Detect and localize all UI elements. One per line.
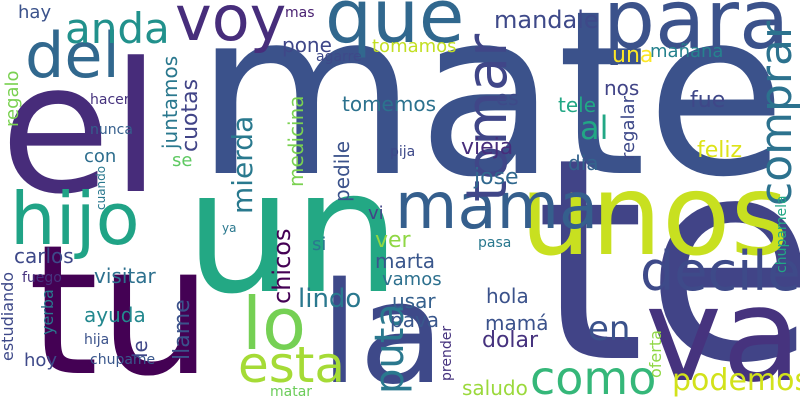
word-te: te (535, 99, 800, 400)
word-podemos: podemos (672, 363, 800, 398)
word-mas: mas (285, 5, 315, 21)
word-chupamela: chupamela (774, 195, 790, 274)
word-prender: prender (439, 325, 455, 381)
word-chupame: chupame (90, 352, 156, 368)
word-lo: lo (242, 282, 307, 366)
word-manana: mañana (650, 41, 724, 62)
word-mate: mate (195, 0, 787, 227)
word-yerba: yerba (38, 288, 57, 335)
word-carlos: carlos (14, 244, 74, 268)
word-jose: jose (474, 165, 519, 190)
word-cuotas: cuotas (178, 78, 203, 152)
word-hacer: hacer (90, 92, 130, 108)
word-chicos: chicos (268, 228, 296, 305)
word-fuego: fuego (22, 270, 62, 286)
word-hola: hola (486, 284, 529, 308)
word-nunca: nunca (90, 122, 133, 138)
word-del: del (25, 19, 120, 92)
word-regalo: regalo (2, 70, 23, 127)
word-con: con (84, 146, 117, 167)
word-marta: marta (375, 249, 436, 273)
word-medicina: medicina (284, 95, 308, 188)
word-dia: dia (568, 151, 599, 175)
word-mandale: mandale (494, 6, 599, 34)
word-mama: mama (395, 170, 599, 244)
word-ver: ver (375, 228, 411, 253)
word-matar: matar (270, 384, 313, 400)
word-una: una (612, 43, 654, 68)
word-tomamos: tomamos (372, 36, 457, 57)
word-juntamos: juntamos (158, 56, 182, 150)
word-mierda: mierda (226, 115, 259, 215)
word-el: el (0, 25, 161, 234)
word-esta: esta (238, 336, 346, 394)
word-anda: anda (65, 4, 170, 53)
word-vi: vi (368, 203, 384, 224)
word-que: que (325, 0, 465, 60)
word-pava: pava (390, 308, 440, 332)
word-en: en (588, 309, 631, 349)
word-ya: ya (222, 221, 237, 235)
word-visitar: visitar (94, 264, 156, 288)
word-dolar: dolar (482, 328, 539, 353)
word-hijo: hijo (10, 177, 140, 261)
word-pone: pone (282, 33, 332, 57)
word-hija: hija (84, 332, 110, 348)
word-regalar: regalar (618, 96, 639, 161)
word-llame: llame (170, 299, 195, 361)
word-comprar: comprar (751, 20, 800, 206)
word-pedile: pedile (330, 141, 354, 203)
word-es: es (496, 86, 519, 110)
word-cuando: cuando (94, 165, 108, 210)
word-oferta: oferta (646, 329, 665, 378)
word-como: como (530, 351, 657, 400)
word-estudiando: estudiando (0, 272, 17, 362)
word-si: si (312, 234, 327, 255)
word-va: va (645, 259, 800, 400)
word-lindo: lindo (298, 284, 362, 314)
word-la: la (320, 253, 445, 400)
word-tele: tele (558, 93, 597, 117)
word-se: se (172, 150, 193, 171)
word-feliz: feliz (697, 138, 743, 163)
word-hoy: hoy (24, 350, 58, 371)
word-pasa: pasa (478, 235, 512, 251)
word-unos: unos (520, 151, 789, 281)
word-tu: tu (28, 207, 213, 400)
word-al: al (580, 109, 609, 147)
word-voy: voy (175, 0, 287, 55)
word-ayuda: ayuda (84, 303, 146, 327)
word-pija: pija (390, 144, 416, 160)
word-usar: usar (392, 289, 436, 313)
word-saludo: saludo (462, 376, 528, 400)
word-nos: nos (604, 76, 640, 100)
word-para: para (603, 0, 790, 68)
word-decile: decile (640, 240, 800, 303)
word-vieja: vieja (461, 135, 514, 160)
word-un: un (185, 134, 401, 332)
word-tomemos: tomemos (342, 92, 437, 116)
word-mama2: mamá (485, 311, 549, 335)
word-hay: hay (18, 2, 52, 23)
word-fue: fue (690, 88, 726, 113)
word-agarre: agarre (316, 49, 362, 65)
word-vamos: vamos (382, 269, 442, 290)
